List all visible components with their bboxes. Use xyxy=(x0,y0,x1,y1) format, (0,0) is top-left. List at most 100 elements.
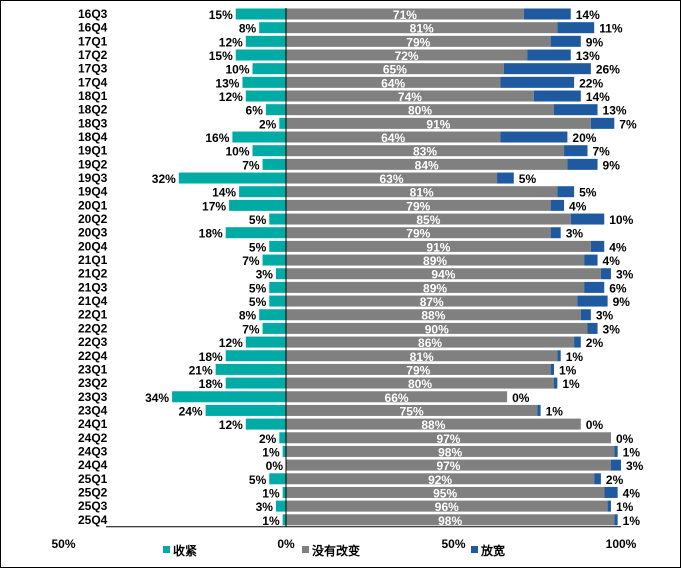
bar-loosen xyxy=(574,336,581,348)
data-label-tighten: 21% xyxy=(189,363,213,377)
data-label-loosen: 1% xyxy=(562,377,580,391)
data-label-tighten: 14% xyxy=(212,186,236,200)
data-label-unchanged: 75% xyxy=(400,404,424,418)
data-label-tighten: 1% xyxy=(262,514,280,528)
legend-swatch xyxy=(471,546,478,553)
data-label-loosen: 7% xyxy=(593,145,611,159)
category-label: 22Q2 xyxy=(78,321,108,335)
bar-loosen xyxy=(577,295,608,307)
data-label-unchanged: 81% xyxy=(410,22,434,36)
category-label: 16Q3 xyxy=(78,7,108,21)
bar-unchanged xyxy=(286,473,595,485)
bar-loosen xyxy=(550,199,565,211)
data-label-loosen: 2% xyxy=(606,473,624,487)
data-label-unchanged: 79% xyxy=(406,35,430,49)
bar-tighten xyxy=(245,35,286,47)
data-label-unchanged: 81% xyxy=(410,350,434,364)
bar-unchanged xyxy=(286,418,581,430)
data-label-loosen: 1% xyxy=(623,445,641,459)
data-label-tighten: 13% xyxy=(215,76,239,90)
category-label: 24Q4 xyxy=(78,458,108,472)
data-label-loosen: 10% xyxy=(609,213,633,227)
category-label: 24Q3 xyxy=(78,444,108,458)
bar-tighten xyxy=(235,8,286,20)
bar-loosen xyxy=(497,172,514,184)
category-label: 18Q1 xyxy=(78,89,108,103)
bar-loosen xyxy=(594,473,601,485)
data-label-tighten: 15% xyxy=(209,49,233,63)
data-label-tighten: 7% xyxy=(242,254,260,268)
bar-tighten xyxy=(232,131,286,143)
bar-loosen xyxy=(590,240,605,252)
category-label: 17Q1 xyxy=(78,34,108,48)
bar-loosen xyxy=(533,90,581,102)
bar-tighten xyxy=(269,281,286,293)
bar-loosen xyxy=(600,268,611,280)
data-label-loosen: 6% xyxy=(609,281,627,295)
bar-tighten xyxy=(259,22,286,34)
bar-tighten xyxy=(215,363,286,375)
data-label-tighten: 34% xyxy=(145,391,169,405)
bar-loosen xyxy=(604,486,618,498)
bar-unchanged xyxy=(286,363,551,375)
data-label-tighten: 18% xyxy=(199,227,223,241)
bar-loosen xyxy=(570,213,605,225)
data-label-unchanged: 98% xyxy=(438,514,462,528)
bar-unchanged xyxy=(286,459,611,471)
category-label: 21Q3 xyxy=(78,280,108,294)
bar-tighten xyxy=(279,117,286,129)
bar-loosen xyxy=(557,22,595,34)
bar-loosen xyxy=(550,227,561,239)
bar-unchanged xyxy=(286,22,558,34)
bar-tighten xyxy=(282,486,286,498)
category-label: 23Q2 xyxy=(78,376,108,390)
data-label-loosen: 3% xyxy=(596,309,614,323)
category-label: 23Q1 xyxy=(78,362,108,376)
data-label-loosen: 3% xyxy=(626,459,644,473)
data-label-tighten: 0% xyxy=(266,459,284,473)
bar-unchanged xyxy=(286,322,588,334)
data-label-tighten: 10% xyxy=(225,63,249,77)
bar-unchanged xyxy=(286,199,551,211)
bar-unchanged xyxy=(286,117,591,129)
data-label-unchanged: 90% xyxy=(425,322,449,336)
data-label-loosen: 4% xyxy=(623,486,641,500)
bar-unchanged xyxy=(286,350,558,362)
data-label-loosen: 20% xyxy=(572,131,596,145)
data-label-loosen: 1% xyxy=(559,363,577,377)
bar-tighten xyxy=(282,514,286,526)
data-label-tighten: 5% xyxy=(249,213,267,227)
bar-tighten xyxy=(269,473,286,485)
category-label: 25Q4 xyxy=(78,513,108,527)
data-label-loosen: 3% xyxy=(603,322,621,336)
bar-tighten xyxy=(252,145,286,157)
data-label-unchanged: 65% xyxy=(383,63,407,77)
category-label: 20Q3 xyxy=(78,226,108,240)
bar-tighten xyxy=(269,213,286,225)
bar-loosen xyxy=(590,117,615,129)
data-label-tighten: 12% xyxy=(219,418,243,432)
data-label-loosen: 1% xyxy=(566,350,584,364)
data-label-tighten: 16% xyxy=(205,131,229,145)
data-label-tighten: 8% xyxy=(239,22,257,36)
bar-unchanged xyxy=(286,268,601,280)
data-label-unchanged: 79% xyxy=(406,199,430,213)
data-label-tighten: 3% xyxy=(256,500,274,514)
bar-tighten xyxy=(245,418,286,430)
legend-label: 放宽 xyxy=(480,543,505,558)
x-tick-label: 50% xyxy=(441,537,465,551)
bar-loosen xyxy=(500,76,575,88)
bar-loosen xyxy=(527,49,571,61)
legend-label: 没有改变 xyxy=(312,543,360,558)
bar-unchanged xyxy=(286,158,568,170)
bar-tighten xyxy=(225,227,286,239)
category-label: 25Q2 xyxy=(78,485,108,499)
legend-swatch xyxy=(163,546,170,553)
bar-tighten xyxy=(178,172,286,184)
bar-unchanged xyxy=(286,172,498,184)
bar-unchanged xyxy=(286,227,551,239)
bar-loosen xyxy=(503,63,591,75)
category-label: 20Q4 xyxy=(78,239,108,253)
data-label-loosen: 11% xyxy=(599,22,623,36)
category-label: 21Q2 xyxy=(78,267,108,281)
